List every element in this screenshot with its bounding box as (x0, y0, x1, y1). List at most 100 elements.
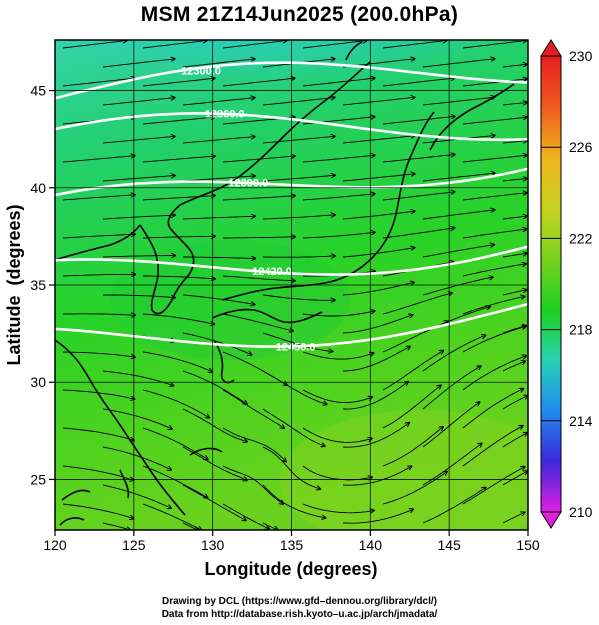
streamline (102, 215, 175, 220)
lat-lon-grid (55, 40, 528, 530)
streamline (262, 446, 320, 489)
streamline (62, 351, 135, 357)
streamline (342, 382, 408, 410)
streamline (502, 290, 526, 296)
streamline (142, 465, 208, 498)
x-tick-label: 150 (516, 537, 540, 553)
streamline (342, 97, 415, 106)
colorbar: 230 226 222 218 214 210 (540, 39, 593, 529)
contour-label: 12450.0 (276, 342, 316, 354)
streamline (142, 389, 209, 418)
wind-streamlines (62, 40, 528, 530)
streamline (502, 433, 527, 448)
streamline (382, 192, 455, 201)
streamline (102, 446, 171, 470)
streamline (302, 352, 374, 360)
streamline (302, 78, 375, 87)
streamline (502, 253, 527, 258)
streamline (182, 446, 247, 480)
y-tick-label: 25 (30, 471, 46, 487)
streamline (262, 408, 325, 446)
streamline (103, 294, 175, 298)
streamline (422, 97, 495, 106)
streamline (222, 389, 284, 428)
streamline (142, 41, 207, 49)
streamline (422, 245, 494, 258)
streamline (502, 102, 527, 106)
streamline (302, 503, 374, 513)
streamline (422, 59, 495, 68)
streamline (422, 444, 482, 486)
streamline (502, 512, 525, 524)
streamline (62, 234, 135, 239)
streamline (342, 211, 415, 220)
streamline (183, 257, 255, 258)
streamline (142, 427, 208, 459)
streamline (182, 216, 255, 220)
streamline (102, 522, 130, 530)
contour-label: 12300.0 (181, 66, 221, 78)
streamline (222, 196, 295, 201)
y-tick-label: 30 (30, 374, 46, 390)
streamline (62, 195, 135, 201)
footer-credit-data: Data from http://database.rish.kyoto–u.a… (161, 609, 438, 620)
streamline (502, 179, 527, 182)
streamline (462, 389, 523, 429)
streamline (142, 117, 215, 125)
streamline (502, 216, 527, 220)
streamline (222, 78, 295, 87)
streamline (302, 389, 372, 403)
contour-label: 12390.0 (228, 177, 268, 189)
streamline (382, 351, 443, 391)
streamline (62, 389, 134, 399)
streamline (102, 256, 175, 257)
streamline (182, 294, 254, 304)
streamline (222, 313, 293, 331)
contour-label: 12420.0 (252, 266, 292, 278)
y-tick-label: 40 (30, 180, 46, 196)
streamline (62, 274, 135, 276)
streamline (302, 40, 367, 49)
streamline (142, 503, 201, 530)
streamline (182, 59, 255, 68)
streamline (382, 427, 443, 467)
streamline (462, 426, 523, 467)
streamline (222, 465, 283, 504)
streamline (102, 136, 175, 144)
streamline (462, 326, 526, 353)
streamline (142, 236, 215, 238)
colorbar-tick-label: 218 (569, 322, 593, 338)
streamline (182, 332, 252, 355)
streamline (142, 196, 215, 201)
x-tick-label: 125 (122, 537, 146, 553)
colorbar-scale (540, 55, 562, 513)
streamline (222, 503, 269, 529)
x-tick-label: 135 (280, 537, 304, 553)
streamline (422, 488, 486, 524)
streamline (262, 370, 327, 404)
y-tick-label: 45 (30, 83, 46, 99)
x-axis: 120 125 130 135 140 145 150 (43, 530, 540, 553)
x-tick-label: 145 (437, 537, 461, 553)
streamline (342, 315, 412, 334)
streamline (382, 385, 441, 429)
streamline (262, 136, 335, 144)
streamline (62, 503, 133, 519)
streamline (62, 427, 134, 440)
streamline (382, 40, 447, 49)
streamline (262, 522, 278, 530)
streamline (302, 427, 372, 443)
streamline (342, 466, 411, 486)
streamline (182, 176, 255, 182)
x-tick-label: 120 (43, 537, 67, 553)
streamline (182, 408, 247, 442)
streamline (262, 98, 335, 106)
streamline (102, 176, 175, 182)
x-axis-label: Longitude (degrees) (204, 559, 377, 579)
colorbar-tick-label: 210 (569, 504, 593, 520)
streamline (382, 78, 455, 87)
contour-label: 12360.0 (205, 108, 245, 120)
streamline (422, 210, 494, 220)
streamline (182, 522, 197, 530)
streamline (182, 370, 247, 404)
